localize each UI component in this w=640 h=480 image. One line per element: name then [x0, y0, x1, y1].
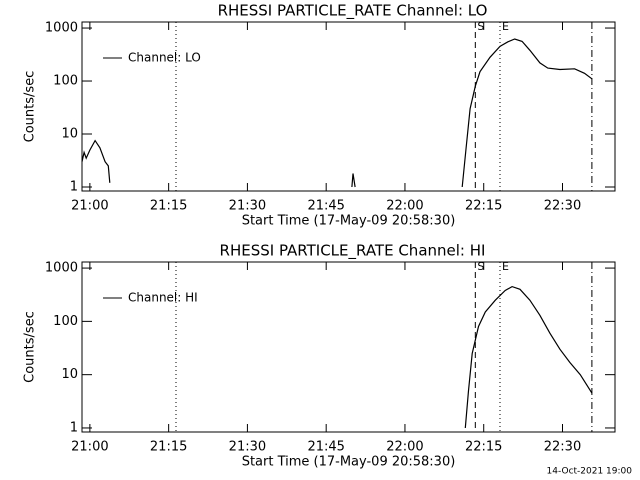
legend-label: Channel: LO — [128, 51, 201, 65]
x-axis-label: Start Time (17-May-09 20:58:30) — [242, 214, 456, 229]
x-tick-label: 22:15 — [465, 440, 502, 455]
data-line — [464, 285, 593, 429]
data-line — [81, 38, 593, 188]
x-axis-label: Start Time (17-May-09 20:58:30) — [242, 455, 456, 470]
marker-label: E — [502, 260, 509, 273]
x-tick-label: 21:30 — [229, 440, 266, 455]
x-tick-label: 21:45 — [307, 199, 344, 214]
y-axis-label: Counts/sec — [23, 71, 38, 143]
y-tick-label: 1 — [70, 179, 78, 194]
x-tick-label: 22:30 — [544, 440, 581, 455]
x-tick-label: 22:00 — [386, 440, 423, 455]
x-tick-label: 22:15 — [465, 199, 502, 214]
chart-title: RHESSI PARTICLE_RATE Channel: HI — [220, 242, 486, 261]
plot-frame — [81, 21, 616, 192]
y-axis-label: Counts/sec — [23, 311, 38, 383]
marker-label: E — [502, 20, 509, 33]
y-tick-label: 10 — [61, 367, 78, 382]
plot-frame — [81, 261, 616, 433]
legend-label: Channel: HI — [128, 291, 198, 305]
x-tick-label: 21:15 — [150, 199, 187, 214]
x-tick-label: 21:00 — [71, 440, 108, 455]
x-tick-label: 22:00 — [386, 199, 423, 214]
chart-title: RHESSI PARTICLE_RATE Channel: LO — [218, 2, 488, 21]
x-tick-label: 22:30 — [544, 199, 581, 214]
timestamp: 14-Oct-2021 19:00 — [547, 467, 633, 477]
y-tick-label: 10 — [61, 127, 78, 142]
y-tick-label: 1000 — [45, 261, 78, 276]
y-tick-label: 100 — [53, 74, 78, 89]
x-tick-label: 21:45 — [307, 440, 344, 455]
x-tick-label: 21:15 — [150, 440, 187, 455]
y-tick-label: 1000 — [45, 21, 78, 36]
y-tick-label: 1 — [70, 420, 78, 435]
x-tick-label: 21:00 — [71, 199, 108, 214]
marker-label: S — [477, 20, 484, 33]
marker-label: S — [477, 260, 484, 273]
y-tick-label: 100 — [53, 314, 78, 329]
x-tick-label: 21:30 — [229, 199, 266, 214]
